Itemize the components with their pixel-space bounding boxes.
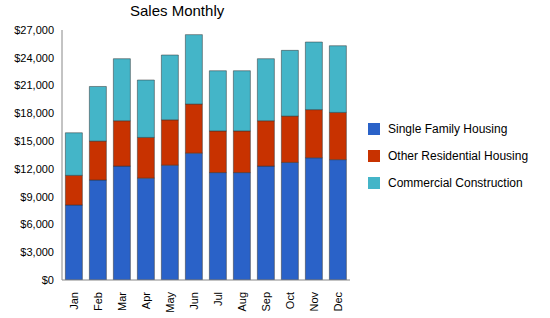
- svg-text:May: May: [164, 292, 176, 313]
- svg-text:$3,000: $3,000: [20, 246, 54, 258]
- html-text:Sales Monthly: Sales Monthly: [130, 2, 225, 19]
- html-text:Commercial Construction: Commercial Construction: [388, 175, 523, 190]
- svg-text:$12,000: $12,000: [14, 163, 54, 175]
- html-text:Other Residential Housing: Other Residential Housing: [388, 148, 529, 163]
- svg-text:Feb: Feb: [92, 292, 104, 311]
- svg-text:Oct: Oct: [284, 292, 296, 309]
- svg-text:$9,000: $9,000: [20, 191, 54, 203]
- svg-text:Apr: Apr: [140, 292, 152, 309]
- svg-text:$27,000: $27,000: [14, 24, 54, 36]
- svg-text:Jul: Jul: [212, 292, 224, 306]
- svg-text:$18,000: $18,000: [14, 107, 54, 119]
- svg-text:Mar: Mar: [116, 292, 128, 311]
- svg-text:$6,000: $6,000: [20, 218, 54, 230]
- svg-text:Nov: Nov: [308, 292, 320, 312]
- svg-text:$21,000: $21,000: [14, 79, 54, 91]
- svg-text:Sep: Sep: [260, 292, 272, 312]
- svg-text:$24,000: $24,000: [14, 52, 54, 64]
- svg-text:$15,000: $15,000: [14, 135, 54, 147]
- svg-text:$0: $0: [42, 274, 54, 286]
- html-text:Single Family Housing: Single Family Housing: [388, 121, 508, 136]
- svg-text:Aug: Aug: [236, 292, 248, 312]
- svg-text:Dec: Dec: [332, 292, 344, 312]
- svg-text:Jun: Jun: [188, 292, 200, 310]
- svg-text:Jan: Jan: [68, 292, 80, 310]
